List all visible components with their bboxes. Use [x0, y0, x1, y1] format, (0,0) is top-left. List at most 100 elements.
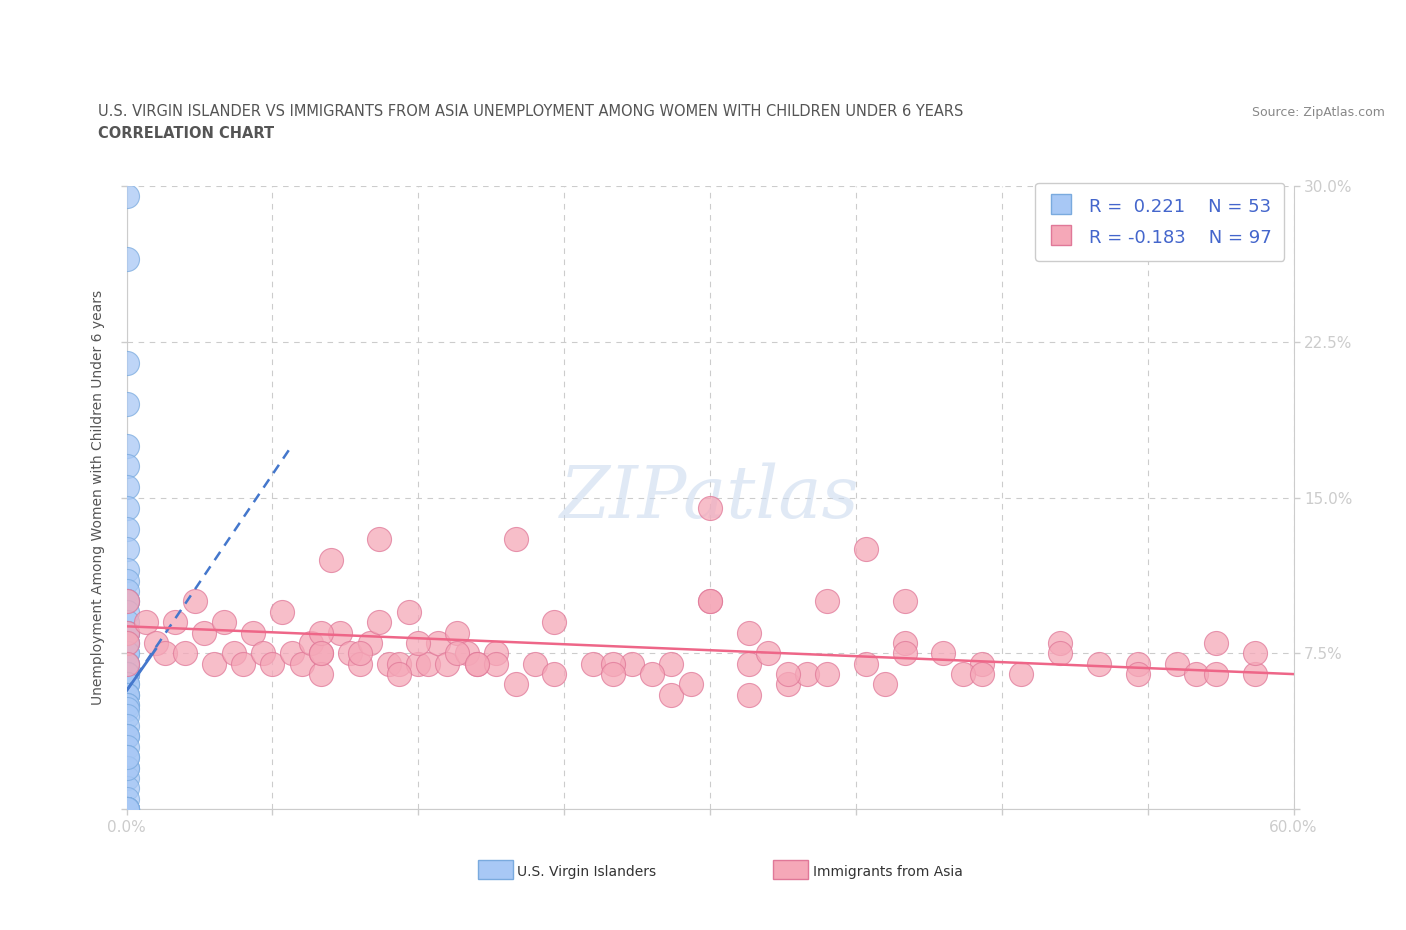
- Point: [339, 645, 361, 660]
- Point: [115, 802, 138, 817]
- Point: [174, 645, 197, 660]
- Point: [893, 645, 915, 660]
- Point: [202, 657, 225, 671]
- Point: [115, 760, 138, 775]
- Text: Source: ZipAtlas.com: Source: ZipAtlas.com: [1251, 106, 1385, 119]
- Point: [815, 667, 838, 682]
- Point: [659, 687, 682, 702]
- Point: [408, 635, 430, 650]
- Point: [115, 802, 138, 817]
- Point: [212, 615, 235, 630]
- Point: [115, 802, 138, 817]
- Point: [855, 657, 877, 671]
- Point: [115, 645, 138, 660]
- Point: [582, 657, 605, 671]
- Point: [115, 729, 138, 744]
- Point: [319, 552, 342, 567]
- Point: [972, 667, 994, 682]
- Point: [145, 635, 167, 650]
- Point: [776, 677, 799, 692]
- Point: [115, 657, 138, 671]
- Point: [242, 625, 264, 640]
- Point: [485, 645, 508, 660]
- Point: [193, 625, 215, 640]
- Point: [115, 781, 138, 796]
- Point: [115, 709, 138, 724]
- Point: [115, 677, 138, 692]
- Point: [602, 657, 624, 671]
- Point: [952, 667, 974, 682]
- Point: [115, 802, 138, 817]
- Point: [378, 657, 401, 671]
- Point: [115, 521, 138, 536]
- Point: [972, 657, 994, 671]
- Point: [115, 657, 138, 671]
- Point: [349, 657, 371, 671]
- Text: U.S. VIRGIN ISLANDER VS IMMIGRANTS FROM ASIA UNEMPLOYMENT AMONG WOMEN WITH CHILD: U.S. VIRGIN ISLANDER VS IMMIGRANTS FROM …: [98, 104, 963, 119]
- Point: [115, 667, 138, 682]
- Point: [796, 667, 818, 682]
- Point: [1166, 657, 1188, 671]
- Point: [115, 687, 138, 702]
- Point: [641, 667, 664, 682]
- Point: [1243, 667, 1265, 682]
- Point: [543, 615, 565, 630]
- Point: [446, 625, 468, 640]
- Point: [893, 635, 915, 650]
- Point: [115, 677, 138, 692]
- Point: [893, 594, 915, 609]
- Point: [309, 645, 332, 660]
- Point: [659, 657, 682, 671]
- Point: [281, 645, 304, 660]
- Text: CORRELATION CHART: CORRELATION CHART: [98, 126, 274, 140]
- Y-axis label: Unemployment Among Women with Children Under 6 years: Unemployment Among Women with Children U…: [91, 290, 105, 705]
- Point: [115, 396, 138, 411]
- Point: [456, 645, 478, 660]
- Point: [115, 625, 138, 640]
- Point: [115, 584, 138, 599]
- Point: [465, 657, 488, 671]
- Point: [1205, 635, 1227, 650]
- Point: [1010, 667, 1032, 682]
- Point: [1049, 645, 1071, 660]
- Point: [115, 750, 138, 764]
- Point: [446, 645, 468, 660]
- Point: [1126, 657, 1149, 671]
- Point: [329, 625, 352, 640]
- Point: [1243, 645, 1265, 660]
- Point: [388, 667, 411, 682]
- Point: [115, 438, 138, 453]
- Point: [738, 625, 761, 640]
- Text: Immigrants from Asia: Immigrants from Asia: [813, 865, 963, 880]
- Point: [1205, 667, 1227, 682]
- Point: [776, 667, 799, 682]
- Point: [1126, 667, 1149, 682]
- Point: [621, 657, 644, 671]
- Point: [115, 698, 138, 712]
- Point: [115, 625, 138, 640]
- Point: [699, 594, 721, 609]
- Point: [115, 791, 138, 806]
- Point: [252, 645, 274, 660]
- Text: ZIPatlas: ZIPatlas: [560, 462, 860, 533]
- Point: [416, 657, 439, 671]
- Point: [232, 657, 254, 671]
- Point: [349, 645, 371, 660]
- Point: [1049, 635, 1071, 650]
- Point: [271, 604, 294, 619]
- Point: [426, 635, 449, 650]
- Point: [155, 645, 177, 660]
- Point: [115, 594, 138, 609]
- Point: [115, 563, 138, 578]
- Point: [359, 635, 381, 650]
- Point: [115, 770, 138, 785]
- Point: [388, 657, 411, 671]
- Point: [115, 573, 138, 588]
- Point: [115, 500, 138, 515]
- Point: [436, 657, 458, 671]
- Point: [505, 532, 527, 547]
- Point: [115, 615, 138, 630]
- Point: [262, 657, 284, 671]
- Point: [115, 542, 138, 557]
- Point: [309, 667, 332, 682]
